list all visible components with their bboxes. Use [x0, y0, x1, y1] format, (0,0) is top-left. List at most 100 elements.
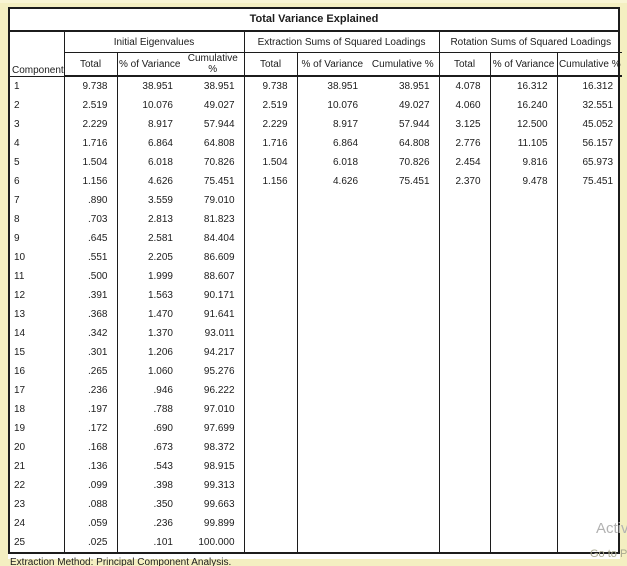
- component-cell: 17: [10, 381, 65, 400]
- initial-cumulative-pct-cell: 64.808: [182, 134, 245, 153]
- initial-cumulative-pct-cell: 49.027: [182, 96, 245, 115]
- extraction-cumulative-pct-cell: [367, 400, 440, 419]
- initial-cumulative-pct-cell: 98.915: [182, 457, 245, 476]
- extraction-pct-variance-cell: 6.864: [332, 138, 359, 149]
- extraction-cumulative-pct-cell: 49.027: [367, 96, 440, 115]
- initial-total-cell: .551: [64, 248, 118, 267]
- rotation-cumulative-pct-cell: 65.973: [582, 157, 614, 168]
- rotation-cumulative-pct-cell: 45.052: [582, 119, 614, 130]
- extraction-pct-variance-cell: [297, 191, 367, 210]
- initial-total-cell: 1.716: [64, 134, 118, 153]
- extraction-total-cell: [244, 457, 298, 476]
- initial-cumulative-pct-cell: 95.276: [182, 362, 245, 381]
- initial-cumulative-pct-cell: 86.609: [182, 248, 245, 267]
- rotation-cumulative-pct-cell: [557, 210, 622, 229]
- extraction-total-cell: [244, 229, 298, 248]
- go-to-settings-watermark: Go to P: [590, 548, 627, 560]
- rotation-cumulative-pct-cell: [557, 438, 622, 457]
- rotation-pct-variance-cell: 16.240: [490, 96, 558, 115]
- extraction-total-cell: 9.738: [244, 76, 298, 96]
- component-cell: 23: [10, 495, 65, 514]
- rotation-pct-variance-cell: [490, 343, 558, 362]
- extraction-total-cell: [244, 362, 298, 381]
- extraction-cumulative-pct-cell: 64.808: [367, 134, 440, 153]
- initial-total-cell: .168: [64, 438, 118, 457]
- extraction-total-cell: [244, 324, 298, 343]
- extraction-pct-variance-cell: [297, 324, 367, 343]
- extraction-cumulative-pct-cell: [367, 267, 440, 286]
- rotation-total-cell: [439, 305, 491, 324]
- extraction-cumulative-pct-cell: [367, 514, 440, 533]
- rotation-total-cell: [439, 400, 491, 419]
- initial-total-cell: .265: [64, 362, 118, 381]
- group-header-row: Component Initial Eigenvalues Extraction…: [10, 32, 623, 77]
- initial-total-cell: .099: [64, 476, 118, 495]
- group-header-rotation-loadings: Rotation Sums of Squared Loadings: [439, 32, 623, 53]
- component-cell: 14: [10, 324, 65, 343]
- table-row: 9.645 2.581 84.404: [10, 229, 622, 248]
- table-body: 1 9.738 38.951 38.951 9.738 38.951 38.951 4.078…: [10, 76, 622, 552]
- extraction-total-cell: [244, 419, 298, 438]
- rotation-cumulative-pct-cell: 16.312: [582, 81, 614, 92]
- rotation-pct-variance-cell: [490, 210, 558, 229]
- extraction-pct-variance-cell: [297, 305, 367, 324]
- table-row: 18.197 .788 97.010: [10, 400, 622, 419]
- extraction-total-cell: [244, 381, 298, 400]
- initial-total-cell: .645: [64, 229, 118, 248]
- component-cell: 5: [10, 153, 65, 172]
- extraction-pct-variance-cell: [297, 400, 367, 419]
- extraction-method-footnote: Extraction Method: Principal Component A…: [10, 557, 232, 566]
- rotation-cumulative-pct-cell: [557, 248, 622, 267]
- rotation-total-cell: [439, 419, 491, 438]
- table-row: 21.136 .543 98.915: [10, 457, 622, 476]
- extraction-cumulative-pct-cell: [367, 343, 440, 362]
- initial-pct-variance-cell: 2.813: [147, 214, 173, 225]
- rotation-pct-variance-cell: [490, 476, 558, 495]
- rotation-cumulative-pct-cell: [557, 400, 622, 419]
- initial-pct-variance-cell: 38.951: [142, 81, 173, 92]
- extraction-total-cell: 1.504: [244, 153, 298, 172]
- rotation-total-cell: [439, 381, 491, 400]
- table-row: 20.168 .673 98.372: [10, 438, 622, 457]
- initial-pct-variance-cell: 1.999: [147, 271, 173, 282]
- table-row: 23.088 .350 99.663: [10, 495, 622, 514]
- initial-cumulative-pct-cell: 81.823: [182, 210, 245, 229]
- component-cell: 10: [10, 248, 65, 267]
- initial-pct-variance-cell: 1.563: [147, 290, 173, 301]
- initial-cumulative-pct-cell: 88.607: [182, 267, 245, 286]
- extraction-cumulative-pct-cell: 75.451: [367, 172, 440, 191]
- rotation-cumulative-pct-cell: [557, 267, 622, 286]
- initial-pct-variance-cell: 1.470: [147, 309, 173, 320]
- table-row: 24.059 .236 99.899: [10, 514, 622, 533]
- component-cell: 19: [10, 419, 65, 438]
- initial-pct-variance-cell: .350: [153, 499, 173, 510]
- initial-total-cell: 2.519: [64, 96, 118, 115]
- rotation-total-cell: [439, 248, 491, 267]
- initial-cumulative-pct-cell: 96.222: [182, 381, 245, 400]
- rotation-cumulative-pct-cell: [557, 457, 622, 476]
- component-cell: 11: [10, 267, 65, 286]
- rotation-total-cell: 3.125: [439, 115, 491, 134]
- rotation-total-cell: [439, 191, 491, 210]
- component-cell: 12: [10, 286, 65, 305]
- rotation-total-cell: [439, 514, 491, 533]
- rotation-total-cell: [439, 343, 491, 362]
- extraction-cumulative-pct-cell: [367, 533, 440, 552]
- col-header-rotation-total: Total: [439, 52, 491, 77]
- component-cell: 20: [10, 438, 65, 457]
- initial-cumulative-pct-cell: 91.641: [182, 305, 245, 324]
- col-header-initial-cumulative-pct: Cumulative %: [182, 52, 245, 77]
- extraction-pct-variance-cell: [297, 210, 367, 229]
- component-cell: 24: [10, 514, 65, 533]
- rotation-total-cell: [439, 267, 491, 286]
- initial-pct-variance-cell: 6.018: [147, 157, 173, 168]
- initial-pct-variance-cell: 8.917: [147, 119, 173, 130]
- sub-header-row: Total % of Variance Cumulative % Total %…: [10, 52, 623, 77]
- component-cell: 21: [10, 457, 65, 476]
- extraction-total-cell: [244, 438, 298, 457]
- extraction-cumulative-pct-cell: [367, 476, 440, 495]
- rotation-pct-variance-cell: [490, 305, 558, 324]
- initial-pct-variance-cell: .101: [153, 537, 173, 548]
- extraction-pct-variance-cell: [297, 362, 367, 381]
